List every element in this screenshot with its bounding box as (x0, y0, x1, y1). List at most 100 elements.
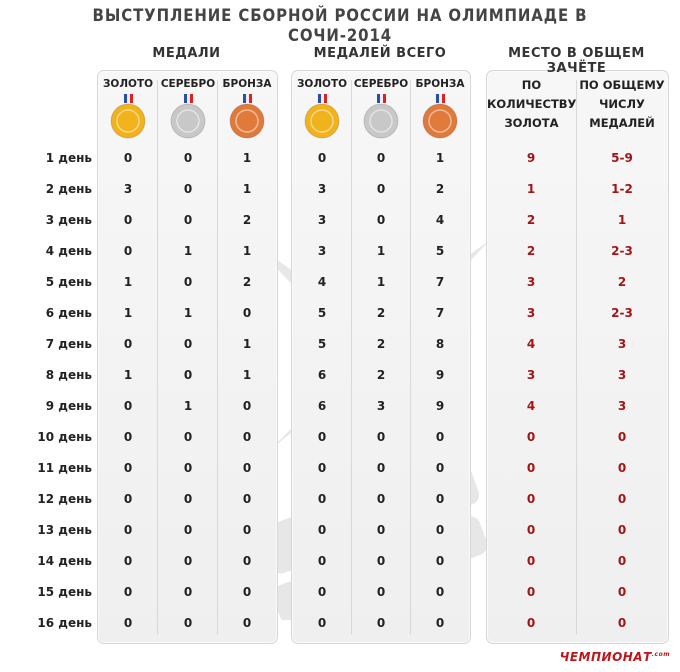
cell-rank-total: 3 (617, 368, 627, 382)
cell-total-gold: 0 (317, 554, 327, 568)
cell-day-bronze: 0 (242, 585, 252, 599)
cell-rank-total: 1 (617, 213, 627, 227)
cell-day-bronze: 0 (242, 554, 252, 568)
cell-day-silver: 1 (183, 399, 193, 413)
cell-day-bronze: 0 (242, 306, 252, 320)
cell-total-silver: 0 (376, 492, 386, 506)
cell-day-bronze: 0 (242, 523, 252, 537)
cell-total-silver: 3 (376, 399, 386, 413)
header-line: ЗОЛОТА (504, 116, 559, 130)
cell-total-bronze: 1 (435, 151, 445, 165)
cell-total-gold: 0 (317, 616, 327, 630)
cell-day-gold: 0 (123, 337, 133, 351)
cell-day-silver: 0 (183, 585, 193, 599)
cell-total-gold: 3 (317, 213, 327, 227)
cell-day-bronze: 0 (242, 399, 252, 413)
cell-day-silver: 0 (183, 430, 193, 444)
cell-total-silver: 2 (376, 306, 386, 320)
cell-rank-total: 1-2 (611, 182, 633, 196)
cell-total-gold: 3 (317, 244, 327, 258)
cell-day-gold: 0 (123, 430, 133, 444)
column-separator (576, 80, 577, 635)
cell-rank-gold: 3 (526, 368, 536, 382)
cell-rank-gold: 0 (526, 554, 536, 568)
cell-total-silver: 0 (376, 585, 386, 599)
cell-day-gold: 0 (123, 585, 133, 599)
cell-total-gold: 0 (317, 461, 327, 475)
cell-total-gold: 6 (317, 368, 327, 382)
group-header-places: МЕСТО В ОБЩЕМ ЗАЧЁТЕ (508, 46, 645, 76)
cell-day-gold: 0 (123, 616, 133, 630)
row-label-day: 8 день (45, 368, 92, 382)
cell-total-silver: 0 (376, 523, 386, 537)
cell-total-silver: 0 (376, 461, 386, 475)
cell-rank-total: 3 (617, 337, 627, 351)
cell-rank-total: 0 (617, 430, 627, 444)
row-label-day: 7 день (45, 337, 92, 351)
column-header-gold: ЗОЛОТО (102, 78, 154, 90)
cell-day-silver: 0 (183, 151, 193, 165)
row-label-day: 5 день (45, 275, 92, 289)
cell-total-silver: 0 (376, 616, 386, 630)
cell-day-silver: 1 (183, 244, 193, 258)
row-label-day: 15 день (37, 585, 92, 599)
cell-day-silver: 0 (183, 492, 193, 506)
row-label-day: 10 день (37, 430, 92, 444)
cell-day-gold: 0 (123, 213, 133, 227)
cell-day-gold: 0 (123, 399, 133, 413)
cell-day-bronze: 2 (242, 213, 252, 227)
row-label-day: 3 день (45, 213, 92, 227)
cell-rank-total: 2 (617, 275, 627, 289)
cell-day-gold: 0 (123, 151, 133, 165)
medals-panel (97, 70, 278, 644)
cell-day-silver: 0 (183, 461, 193, 475)
group-header-totals: МЕДАЛЕЙ ВСЕГО (313, 46, 447, 61)
cell-total-silver: 1 (376, 244, 386, 258)
cell-total-gold: 0 (317, 523, 327, 537)
cell-rank-total: 0 (617, 492, 627, 506)
gold-medal-icon (110, 94, 146, 139)
bronze-medal-icon (229, 94, 265, 139)
row-label-day: 16 день (37, 616, 92, 630)
cell-day-bronze: 2 (242, 275, 252, 289)
cell-rank-gold: 4 (526, 399, 536, 413)
silver-medal-icon (170, 94, 206, 139)
cell-total-silver: 0 (376, 213, 386, 227)
cell-total-bronze: 5 (435, 244, 445, 258)
row-label-day: 14 день (37, 554, 92, 568)
cell-total-bronze: 8 (435, 337, 445, 351)
cell-rank-gold: 3 (526, 306, 536, 320)
cell-total-silver: 0 (376, 151, 386, 165)
gold-medal-icon (304, 94, 340, 139)
row-label-day: 9 день (45, 399, 92, 413)
header-line: ПО ОБЩЕМУ (579, 78, 665, 92)
cell-rank-gold: 1 (526, 182, 536, 196)
column-header-bronze: БРОНЗА (222, 78, 272, 90)
cell-total-bronze: 4 (435, 213, 445, 227)
column-separator (157, 80, 158, 635)
cell-day-bronze: 1 (242, 151, 252, 165)
silver-medal-icon (363, 94, 399, 139)
cell-day-gold: 0 (123, 461, 133, 475)
brand-name: ЧЕМПИОНАТ (559, 650, 652, 664)
cell-total-silver: 2 (376, 337, 386, 351)
bronze-medal-icon (422, 94, 458, 139)
row-label-day: 6 день (45, 306, 92, 320)
row-label-day: 12 день (37, 492, 92, 506)
cell-total-silver: 1 (376, 275, 386, 289)
column-separator (217, 80, 218, 635)
cell-day-silver: 1 (183, 306, 193, 320)
cell-day-bronze: 0 (242, 461, 252, 475)
cell-total-gold: 5 (317, 306, 327, 320)
cell-day-silver: 0 (183, 368, 193, 382)
cell-rank-total: 0 (617, 523, 627, 537)
header-line: ЧИСЛУ (599, 97, 645, 111)
row-label-day: 13 день (37, 523, 92, 537)
cell-total-bronze: 7 (435, 306, 445, 320)
cell-rank-gold: 3 (526, 275, 536, 289)
cell-rank-total: 2-3 (611, 306, 633, 320)
cell-rank-total: 0 (617, 616, 627, 630)
cell-day-silver: 0 (183, 182, 193, 196)
brand-suffix: .com (651, 651, 670, 658)
cell-day-gold: 0 (123, 554, 133, 568)
